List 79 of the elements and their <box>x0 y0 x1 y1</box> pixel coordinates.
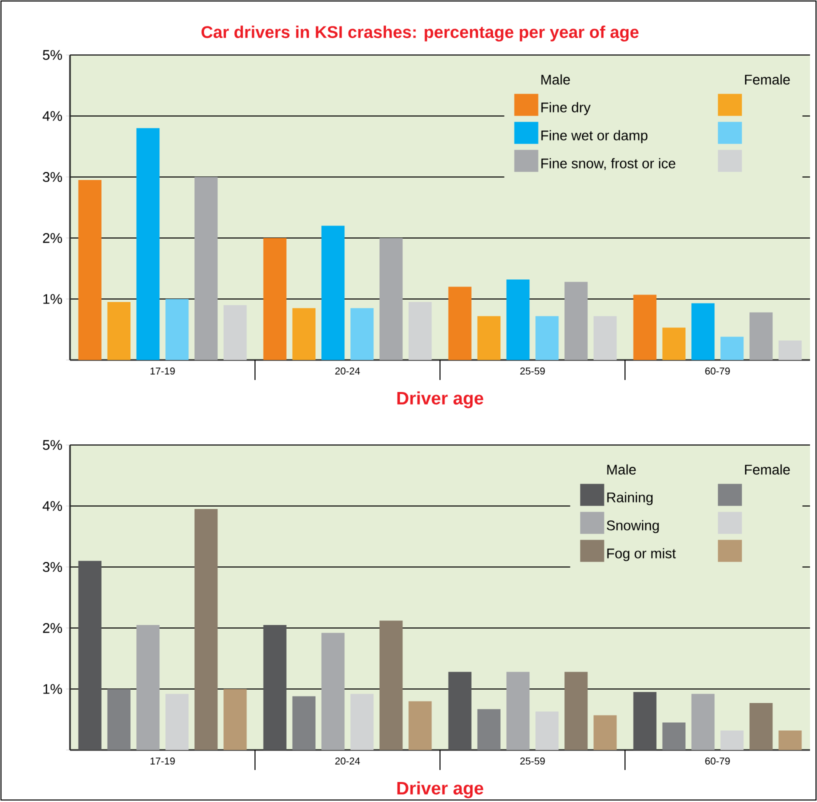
bar <box>662 328 686 360</box>
bar <box>535 316 559 360</box>
x-tick-label: 20-24 <box>335 368 360 375</box>
legend-label: Fine dry <box>541 102 591 116</box>
x-tick-label: 17-19 <box>150 368 175 375</box>
annotation: Female <box>745 74 790 85</box>
bar <box>720 337 744 360</box>
bar <box>194 509 218 750</box>
bar <box>750 703 773 750</box>
legend-label: Fine snow, frost or ice <box>541 158 676 170</box>
bar <box>448 287 472 360</box>
bar <box>448 672 472 750</box>
bar <box>136 625 160 750</box>
y-tick-label: 3% <box>42 172 62 182</box>
bar <box>263 625 286 750</box>
annotation: Male <box>607 464 636 475</box>
x-tick-label: 25-59 <box>520 758 545 765</box>
bar <box>136 128 160 360</box>
bar <box>477 316 501 360</box>
bar <box>380 620 403 750</box>
y-tick-label: 1% <box>43 294 62 304</box>
bar <box>778 730 802 750</box>
legend-label: Fog or mist <box>607 548 676 562</box>
bar <box>564 282 588 360</box>
bar <box>350 694 374 750</box>
bar <box>506 672 530 750</box>
bar <box>350 308 374 360</box>
y-tick-label: 5% <box>42 440 62 450</box>
x-axis-title: Driver age <box>397 782 484 798</box>
bar <box>107 302 131 360</box>
bar <box>165 694 189 750</box>
bar <box>691 303 715 360</box>
bar <box>408 302 432 360</box>
x-axis-title: Driver age <box>397 392 484 408</box>
bar <box>720 730 744 750</box>
legend-label: Snowing <box>606 520 659 534</box>
y-tick-label: 4% <box>42 501 62 512</box>
x-tick-label: 60-79 <box>705 758 730 765</box>
bar <box>778 340 802 360</box>
bar <box>408 701 432 750</box>
bar <box>506 280 530 360</box>
y-tick-label: 2% <box>43 623 62 634</box>
bar <box>594 316 617 360</box>
x-tick-label: 25-59 <box>520 368 545 375</box>
chart-title: Car drivers in KSI crashes: percentage per year of age <box>202 26 639 42</box>
bar <box>662 722 686 750</box>
y-tick-label: 1% <box>43 684 62 694</box>
bar <box>691 694 715 750</box>
bar <box>750 312 773 360</box>
annotation: Female <box>745 464 790 475</box>
y-tick-label: 3% <box>42 562 62 572</box>
bar <box>292 696 316 750</box>
bar <box>107 689 131 750</box>
legend-label: Fine wet or damp <box>541 130 648 144</box>
x-tick-label: 60-79 <box>705 368 730 375</box>
x-tick-label: 17-19 <box>150 758 175 765</box>
bar <box>564 672 588 750</box>
bar <box>535 712 559 750</box>
bar <box>194 177 218 360</box>
y-tick-label: 5% <box>42 50 62 60</box>
bar <box>263 238 286 360</box>
annotation: Male <box>541 74 570 85</box>
y-tick-label: 4% <box>42 111 62 122</box>
bar <box>292 308 316 360</box>
legend-label: Raining <box>607 492 653 506</box>
bar <box>224 305 247 360</box>
bar <box>321 226 345 360</box>
bar <box>633 294 656 360</box>
bar <box>78 561 102 750</box>
bar <box>594 715 617 750</box>
x-tick-label: 20-24 <box>335 758 360 765</box>
bar <box>477 709 501 750</box>
bar <box>78 180 102 360</box>
bar <box>224 689 247 750</box>
bar <box>321 633 345 750</box>
y-tick-label: 2% <box>43 233 62 244</box>
bar <box>165 299 189 360</box>
bar <box>380 238 403 360</box>
bar <box>633 692 656 750</box>
